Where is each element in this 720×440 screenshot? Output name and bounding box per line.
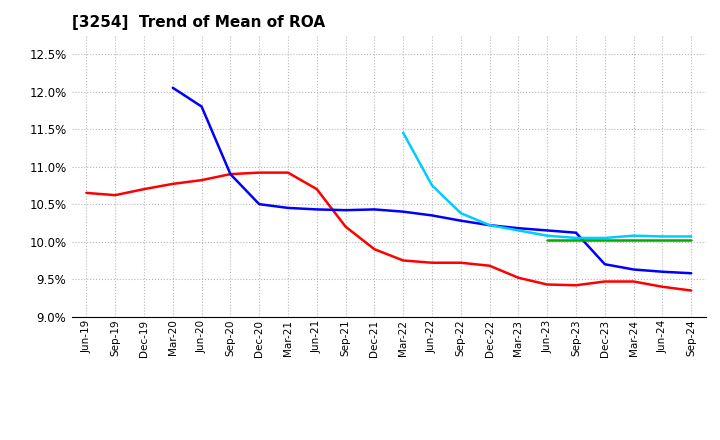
5 Years: [658, 269, 667, 275]
7 Years: [514, 228, 523, 233]
10 Years: [572, 238, 580, 243]
Line: 3 Years: 3 Years: [86, 172, 691, 290]
3 Years: [399, 258, 408, 263]
5 Years: [312, 207, 321, 212]
7 Years: [399, 130, 408, 136]
5 Years: [456, 218, 465, 224]
7 Years: [629, 233, 638, 238]
5 Years: [485, 223, 494, 228]
5 Years: [629, 267, 638, 272]
3 Years: [226, 172, 235, 177]
5 Years: [428, 213, 436, 218]
5 Years: [370, 207, 379, 212]
3 Years: [312, 187, 321, 192]
3 Years: [687, 288, 696, 293]
10 Years: [687, 238, 696, 243]
3 Years: [341, 224, 350, 229]
7 Years: [543, 233, 552, 238]
7 Years: [687, 234, 696, 239]
3 Years: [428, 260, 436, 265]
10 Years: [658, 238, 667, 243]
3 Years: [111, 193, 120, 198]
3 Years: [82, 190, 91, 195]
7 Years: [600, 235, 609, 241]
5 Years: [687, 271, 696, 276]
5 Years: [197, 104, 206, 109]
5 Years: [255, 202, 264, 207]
3 Years: [255, 170, 264, 175]
3 Years: [514, 275, 523, 280]
7 Years: [658, 234, 667, 239]
3 Years: [168, 181, 177, 187]
3 Years: [370, 246, 379, 252]
7 Years: [456, 210, 465, 216]
3 Years: [543, 282, 552, 287]
10 Years: [543, 238, 552, 243]
5 Years: [341, 208, 350, 213]
5 Years: [572, 230, 580, 235]
3 Years: [572, 282, 580, 288]
3 Years: [140, 187, 148, 192]
Text: [3254]  Trend of Mean of ROA: [3254] Trend of Mean of ROA: [72, 15, 325, 30]
5 Years: [399, 209, 408, 214]
Line: 7 Years: 7 Years: [403, 133, 691, 238]
5 Years: [600, 262, 609, 267]
10 Years: [600, 238, 609, 243]
10 Years: [629, 238, 638, 243]
7 Years: [428, 183, 436, 188]
3 Years: [629, 279, 638, 284]
5 Years: [543, 228, 552, 233]
5 Years: [514, 226, 523, 231]
3 Years: [284, 170, 292, 175]
3 Years: [658, 284, 667, 290]
7 Years: [572, 235, 580, 241]
Line: 5 Years: 5 Years: [173, 88, 691, 273]
5 Years: [168, 85, 177, 90]
5 Years: [226, 172, 235, 177]
3 Years: [485, 263, 494, 268]
5 Years: [284, 205, 292, 211]
3 Years: [600, 279, 609, 284]
3 Years: [197, 177, 206, 183]
3 Years: [456, 260, 465, 265]
7 Years: [485, 223, 494, 228]
